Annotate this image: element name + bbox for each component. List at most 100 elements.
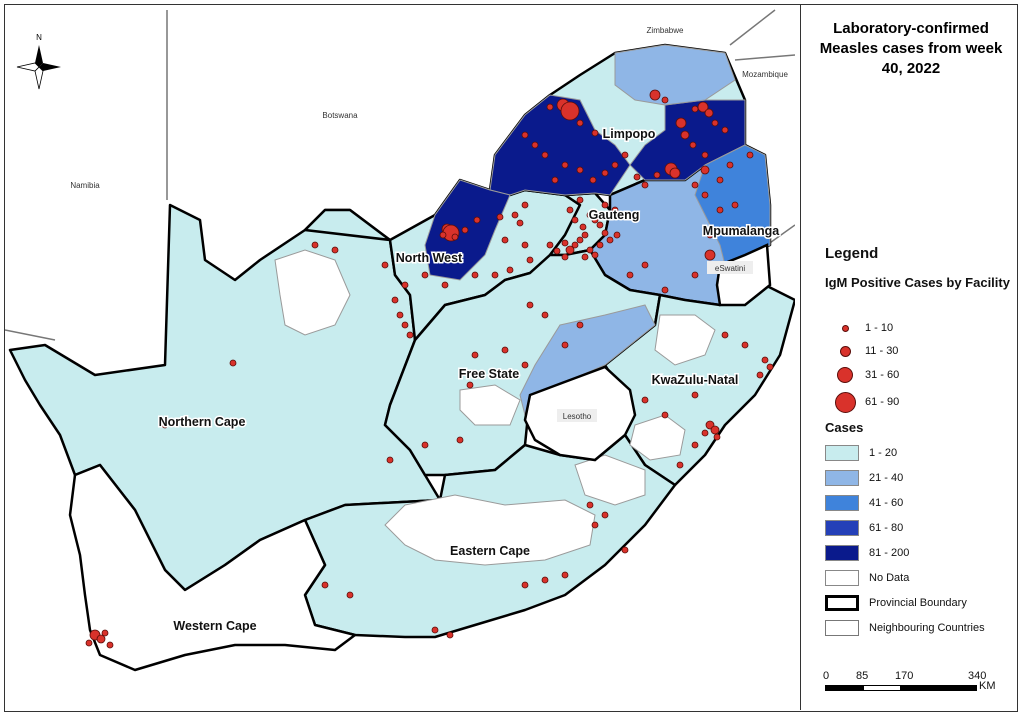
label-zimbabwe: Zimbabwe [647,26,684,35]
facility-dot [561,239,569,247]
facility-dot [561,161,569,169]
cases-item-1: 1 - 20 [825,442,897,464]
facility-dot [641,181,649,189]
facility-dot [661,96,669,104]
label-limpopo: Limpopo [603,127,656,141]
facility-dot [731,201,739,209]
swatch-neighbouring-countries [825,620,859,636]
label-kwazulu-natal: KwaZulu-Natal [652,373,739,387]
facility-dot [689,141,697,149]
facility-dot [381,261,389,269]
facility-dot [401,281,409,289]
facility-dot [346,591,354,599]
facility-dot [706,231,714,239]
facility-dot [613,231,621,239]
facility-dot [700,165,710,175]
label-eastern-cape: Eastern Cape [450,544,530,558]
facility-dot [641,261,649,269]
facility-dot [576,196,584,204]
facility-dot [601,511,609,519]
facility-dot [551,176,559,184]
facility-dot [691,271,699,279]
province-western-cape[interactable] [68,463,357,672]
facility-dot [606,236,614,244]
facility-dot [331,246,339,254]
facility-dot [521,241,529,249]
cases-item-label: 61 - 80 [869,522,904,534]
facility-dot [461,226,469,234]
facility-dot [601,169,609,177]
facility-dot [691,391,699,399]
facility-dot [491,271,499,279]
facility-dot [391,296,399,304]
facility-item-2: 11 - 30 [825,340,898,362]
facility-dot [591,216,599,224]
facility-dot [691,181,699,189]
label-north-west: North West [396,251,463,265]
dot-xlarge-icon [834,391,856,413]
cases-heading: Cases [825,420,864,435]
facility-dot [101,629,109,637]
boundary-countries-item: Neighbouring Countries [825,617,985,639]
boundary-provincial-item: Provincial Boundary [825,592,967,614]
facility-dot [511,211,519,219]
facility-dot [553,247,561,255]
facility-dot [526,301,534,309]
facility-dot [396,311,404,319]
province-labels: Limpopo Gauteng Mpumalanga North West Fr… [157,126,782,635]
facility-dot [526,256,534,264]
facility-dot [565,245,575,255]
facility-dot [701,151,709,159]
country-eswatini [715,243,772,307]
facility-dot [601,229,609,237]
cases-item-label: No Data [869,572,910,584]
cases-item-label: 1 - 20 [869,447,898,459]
facility-item-label: 61 - 90 [865,396,900,408]
dot-small-icon [841,324,849,332]
facility-item-4: 61 - 90 [825,391,899,413]
facility-dot [541,151,549,159]
cases-item-6: No Data [825,567,909,589]
facility-dot [576,236,584,244]
label-eswatini: eSwatini [715,264,745,273]
facility-dot [546,103,554,111]
facility-dot [591,251,599,259]
scale-unit: KM [979,680,996,692]
facility-dot [661,411,669,419]
cases-item-label: 41 - 60 [869,497,904,509]
cases-item-label: 21 - 40 [869,472,904,484]
label-free-state: Free State [459,367,519,381]
facility-dot [704,249,716,261]
facility-dot [560,101,580,121]
facility-dot [761,356,769,364]
facility-dot [406,331,414,339]
south-africa-map: N Zimbabwe Mozambique Botswana Namibia e… [5,9,795,672]
facility-dot [691,441,699,449]
map-title: Laboratory-confirmed Measles cases from … [819,20,1003,77]
facility-dot [589,176,597,184]
facility-dot [633,173,641,181]
swatch-61-80 [825,520,859,536]
facility-dot [456,436,464,444]
facility-dot [716,176,724,184]
facility-dot [766,363,774,371]
neighbouring-country-lines [5,9,795,341]
facility-dot [704,108,714,118]
label-namibia: Namibia [70,181,100,190]
facility-dot [161,421,169,429]
swatch-no-data [825,570,859,586]
facility-dot [626,271,634,279]
scale-tick-85: 85 [856,670,869,682]
facility-dot [571,216,579,224]
scale-tick-340: 340 [968,670,987,682]
facility-dot [571,241,579,249]
facility-dot [621,546,629,554]
facility-dot [756,371,764,379]
facility-dot [446,631,454,639]
scale-tick-170: 170 [895,670,914,682]
boundary-countries-label: Neighbouring Countries [869,622,985,634]
district-nw-white [274,249,351,336]
swatch-1-20 [825,445,859,461]
facility-item-3: 31 - 60 [825,364,899,386]
facility-dot [713,433,721,441]
